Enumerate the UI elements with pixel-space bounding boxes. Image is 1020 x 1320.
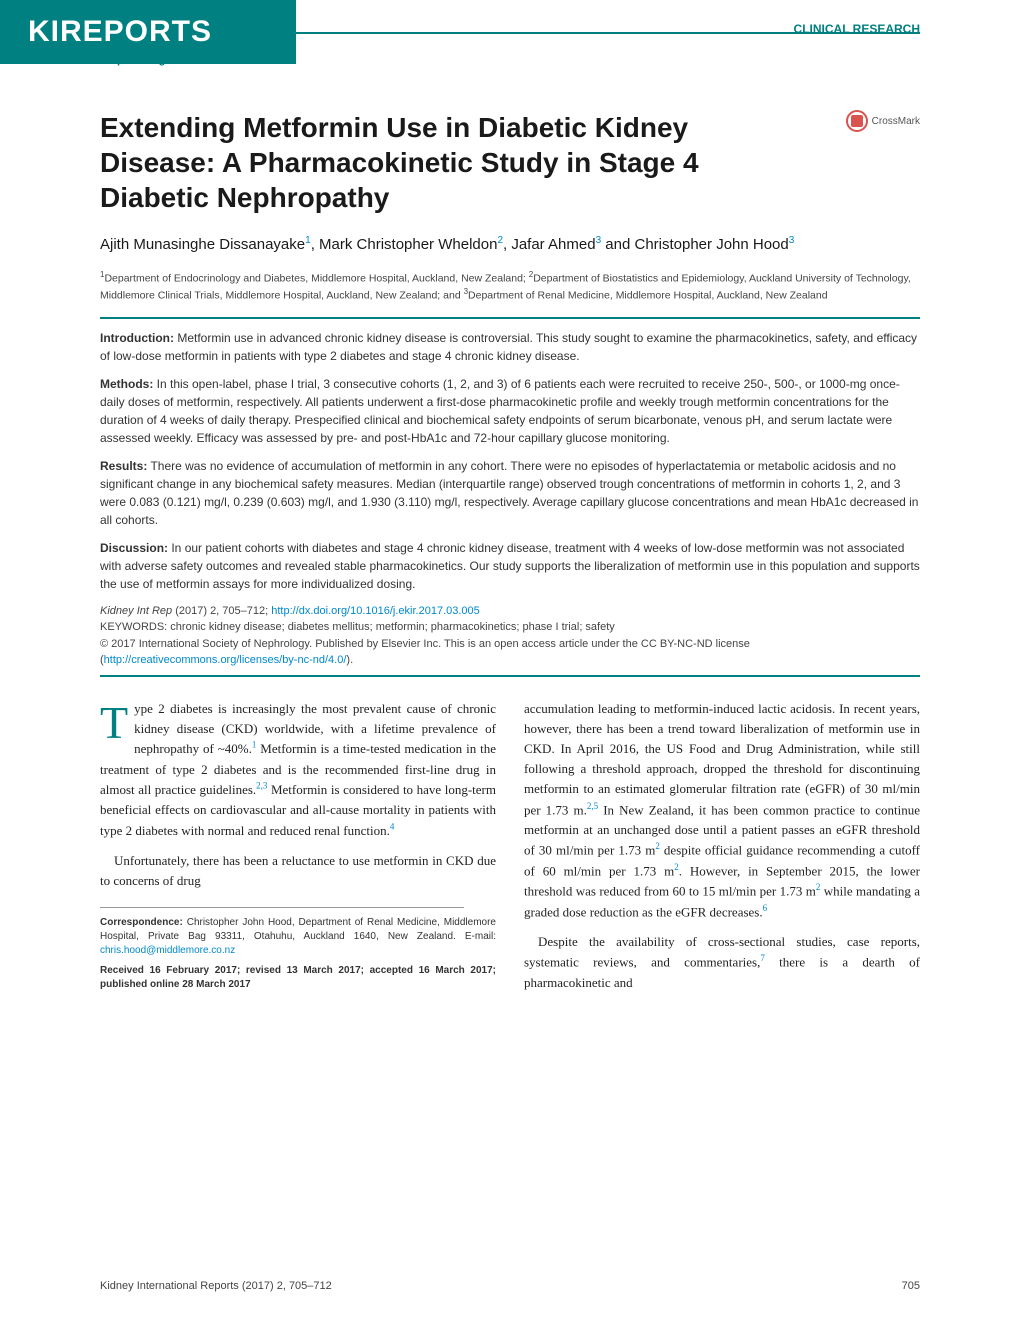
correspondence-rule	[100, 907, 464, 908]
abstract-introduction: Introduction: Metformin use in advanced …	[100, 329, 920, 365]
body-p1: Type 2 diabetes is increasingly the most…	[100, 699, 496, 841]
doi-link[interactable]: http://dx.doi.org/10.1016/j.ekir.2017.03…	[271, 605, 480, 617]
footer-citation: Kidney International Reports (2017) 2, 7…	[100, 1280, 332, 1292]
correspondence-email[interactable]: chris.hood@middlemore.co.nz	[100, 945, 235, 956]
article-content: Extending Metformin Use in Diabetic Kidn…	[100, 110, 920, 1003]
article-title: Extending Metformin Use in Diabetic Kidn…	[100, 110, 740, 215]
body-column-left: Type 2 diabetes is increasingly the most…	[100, 699, 496, 1003]
journal-logo-url: KIReports.org	[92, 54, 165, 66]
body-p2: Unfortunately, there has been a reluctan…	[100, 851, 496, 891]
affiliations: 1Department of Endocrinology and Diabete…	[100, 269, 920, 303]
body-p3: accumulation leading to metformin-induce…	[524, 699, 920, 922]
page-number: 705	[902, 1280, 920, 1292]
article-meta: Kidney Int Rep (2017) 2, 705–712; http:/…	[100, 603, 920, 669]
article-dates: Received 16 February 2017; revised 13 Ma…	[100, 964, 496, 992]
correspondence: Correspondence: Christopher John Hood, D…	[100, 916, 496, 958]
abstract: Introduction: Metformin use in advanced …	[100, 329, 920, 593]
abstract-top-rule	[100, 317, 920, 319]
abstract-bottom-rule	[100, 675, 920, 677]
abstract-discussion: Discussion: In our patient cohorts with …	[100, 539, 920, 593]
article-type-label: CLINICAL RESEARCH	[794, 22, 920, 36]
abstract-results: Results: There was no evidence of accumu…	[100, 457, 920, 529]
author-list: Ajith Munasinghe Dissanayake1, Mark Chri…	[100, 233, 920, 257]
journal-logo: KIREPORTS	[28, 15, 212, 49]
body-column-right: accumulation leading to metformin-induce…	[524, 699, 920, 1003]
page-footer: Kidney International Reports (2017) 2, 7…	[100, 1280, 920, 1292]
body-p4: Despite the availability of cross-sectio…	[524, 932, 920, 993]
abstract-methods: Methods: In this open-label, phase I tri…	[100, 375, 920, 447]
body-columns: Type 2 diabetes is increasingly the most…	[100, 699, 920, 1003]
dropcap: T	[100, 699, 134, 742]
license-link[interactable]: http://creativecommons.org/licenses/by-n…	[104, 654, 347, 666]
